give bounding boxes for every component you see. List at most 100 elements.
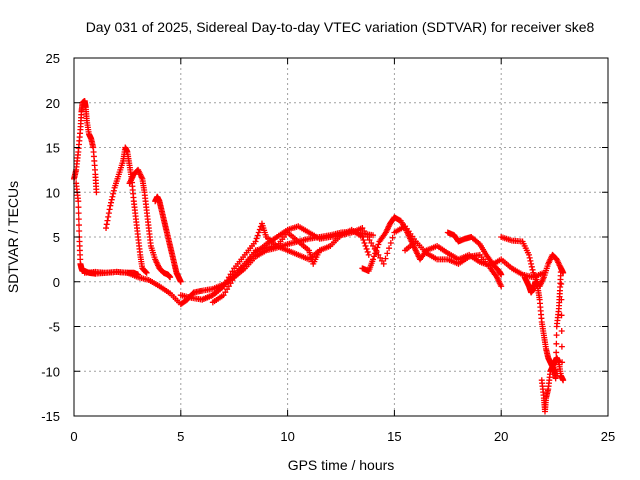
data-point [107,202,114,209]
series-sat-a [71,97,100,196]
data-point [525,251,532,258]
data-point [526,254,533,261]
data-point [559,359,566,366]
data-point [528,263,535,270]
data-points [71,97,567,415]
x-axis-label: GPS time / hours [288,457,395,473]
series-sat-c [103,144,150,276]
y-tick-label: 5 [53,230,60,245]
y-tick-label: -10 [41,364,60,379]
series-sat-b [73,180,142,278]
x-tick-label: 5 [177,429,184,444]
data-point [76,228,83,235]
x-tick-label: 0 [70,429,77,444]
data-point [361,239,368,246]
data-point [498,271,505,278]
data-point [558,343,565,350]
series-sat-j [359,214,547,281]
data-point [105,213,112,220]
data-point [167,274,174,281]
data-point [253,235,260,242]
axis-ticks: 0 5 10 15 20 25 -15 -10 -5 0 5 10 15 20 25 [41,51,615,444]
data-point [558,296,565,303]
x-tick-label: 15 [387,429,401,444]
y-tick-label: -5 [48,320,60,335]
data-point [108,199,115,206]
data-point [316,247,323,254]
data-point [75,216,82,223]
data-point [558,280,565,287]
data-point [560,377,567,384]
data-point [386,245,393,252]
data-point [558,265,565,272]
data-point [143,269,150,276]
data-point [364,248,371,255]
x-tick-label: 10 [280,429,294,444]
data-point [75,222,82,229]
data-point [382,255,389,262]
y-tick-label: 25 [46,51,60,66]
data-point [528,260,535,267]
series-sat-o [538,265,566,415]
data-point [373,247,380,254]
data-point [558,312,565,319]
data-point [384,250,391,257]
data-point [75,198,82,205]
x-tick-label: 20 [494,429,508,444]
data-point [552,375,559,382]
y-axis-label: SDTVAR / TECUs [5,181,21,293]
y-tick-label: 20 [46,96,60,111]
y-tick-label: -15 [41,409,60,424]
data-point [108,196,115,203]
series-sat-e [152,193,184,285]
data-point [375,241,382,248]
data-point [372,250,379,257]
y-tick-label: 0 [53,275,60,290]
data-point [380,260,387,267]
x-tick-label: 25 [601,429,615,444]
y-tick-label: 10 [46,185,60,200]
data-point [527,257,534,264]
data-point [177,278,184,285]
data-point [252,238,259,245]
data-point [360,236,367,243]
data-point [498,283,505,290]
data-point [387,239,394,246]
series-sat-k [402,238,505,290]
data-point [109,193,116,200]
data-point [362,242,369,249]
data-point [103,221,110,228]
data-point [371,253,378,260]
data-point [553,358,560,365]
data-point [529,266,536,273]
data-point [105,210,112,217]
series-sat-f [81,228,377,308]
data-point [359,234,366,240]
data-point [75,204,82,211]
data-point [363,245,370,252]
data-point [106,206,113,213]
series-sat-i [209,242,323,306]
data-point [553,340,560,347]
data-point [553,349,560,356]
data-point [370,256,377,263]
data-point [374,244,381,251]
data-point [558,327,565,334]
data-point [389,234,396,241]
data-point [370,232,377,239]
data-point [254,232,261,239]
series-sat-d [126,166,174,281]
series-sat-m [498,234,567,290]
data-point [93,189,100,196]
data-point [110,190,117,197]
data-point [365,251,372,258]
data-point [110,187,117,194]
data-point [255,229,262,236]
y-tick-label: 15 [46,141,60,156]
data-point [142,269,149,276]
data-point [552,366,559,373]
data-point [256,226,263,233]
data-point [104,217,111,224]
data-point [75,210,82,217]
